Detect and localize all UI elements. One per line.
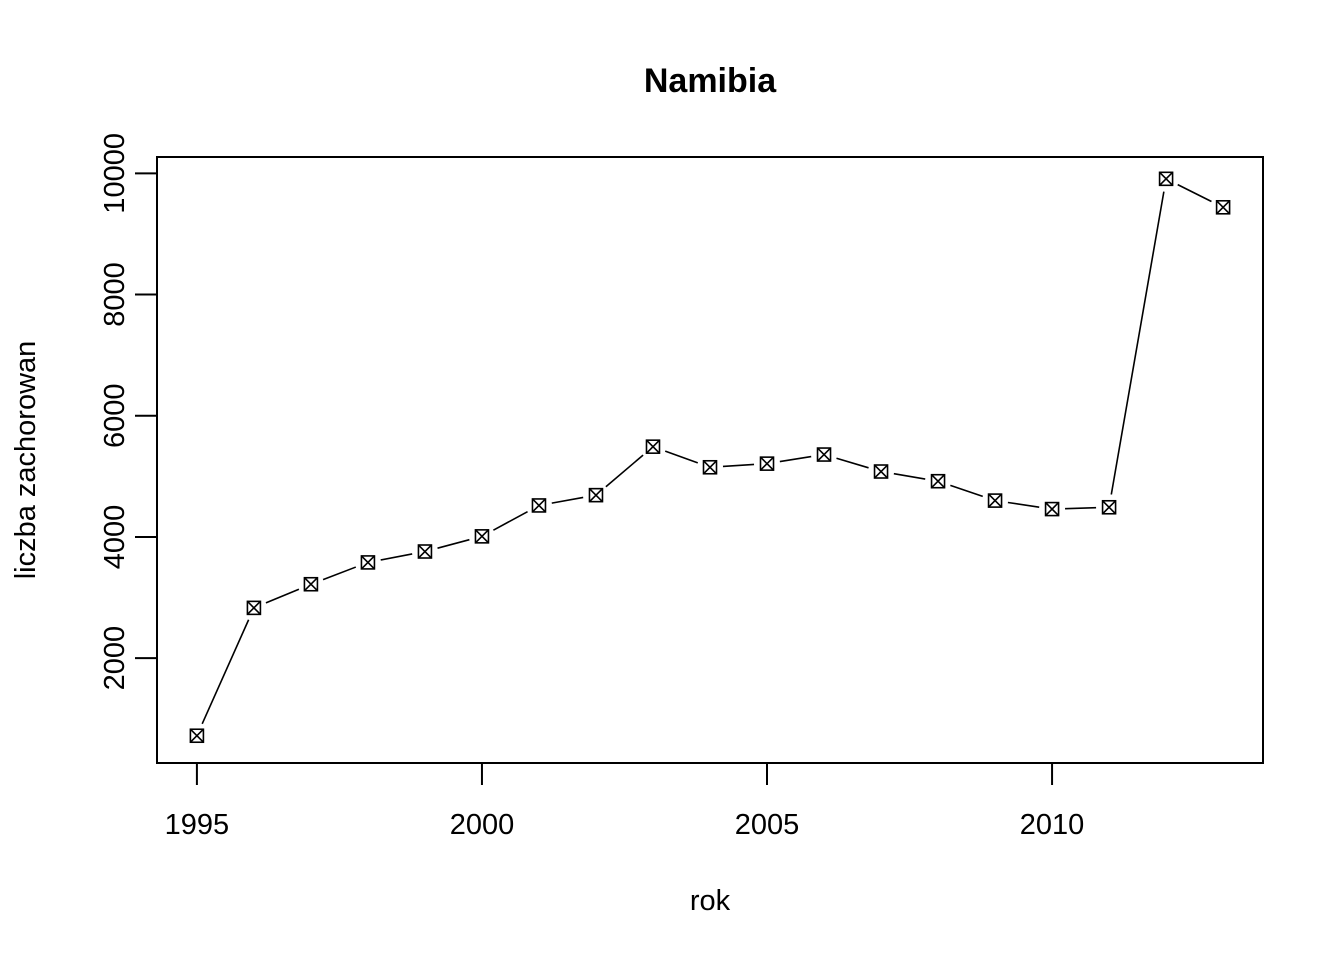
data-point xyxy=(759,456,775,471)
data-point xyxy=(645,439,661,454)
marker-box xyxy=(360,555,376,570)
data-point xyxy=(987,493,1003,508)
line-segment xyxy=(1110,191,1165,495)
data-point xyxy=(873,464,889,479)
line-segment xyxy=(551,496,584,504)
data-point xyxy=(1215,199,1231,215)
data-point xyxy=(1044,501,1060,517)
data-point xyxy=(303,576,319,592)
marker-cross xyxy=(189,728,204,743)
line-segment xyxy=(437,538,470,549)
data-point xyxy=(417,544,433,559)
y-tick-label: 4000 xyxy=(99,505,131,570)
data-point xyxy=(531,498,547,513)
line-segment xyxy=(380,553,413,561)
marker-cross xyxy=(816,447,832,462)
y-tick-label: 2000 xyxy=(99,626,131,691)
marker-box xyxy=(246,600,262,616)
marker-box xyxy=(1215,199,1231,215)
marker-cross xyxy=(1159,171,1174,186)
marker-cross xyxy=(360,555,376,570)
marker-box xyxy=(759,456,775,471)
marker-box xyxy=(816,447,832,462)
y-tick-label: 6000 xyxy=(99,384,131,449)
chart-title: Namibia xyxy=(644,62,777,100)
line-segment xyxy=(893,472,926,480)
series-line xyxy=(201,183,1212,725)
y-tick-label: 10000 xyxy=(99,133,131,214)
data-point xyxy=(930,473,946,489)
marker-box xyxy=(645,439,661,454)
line-segment xyxy=(1065,506,1097,510)
marker-box xyxy=(702,459,718,475)
marker-cross xyxy=(1044,502,1060,517)
x-axis-label: rok xyxy=(690,885,731,917)
marker-cross xyxy=(246,600,261,615)
marker-cross xyxy=(645,439,661,454)
marker-cross xyxy=(1102,500,1117,515)
marker-box xyxy=(474,529,490,544)
marker-cross xyxy=(588,488,604,503)
marker-box xyxy=(1158,171,1174,187)
marker-cross xyxy=(1216,200,1231,215)
marker-cross xyxy=(417,544,433,559)
line-segment xyxy=(1177,183,1212,203)
line-segment xyxy=(605,454,644,488)
marker-box xyxy=(1101,499,1117,515)
line-segment xyxy=(836,457,869,469)
marker-box xyxy=(303,576,319,592)
line-segment xyxy=(322,566,357,581)
y-tick-label: 8000 xyxy=(99,262,131,327)
data-point xyxy=(588,487,604,503)
marker-cross xyxy=(759,456,775,471)
marker-cross xyxy=(474,529,490,544)
data-point xyxy=(360,555,376,570)
data-point xyxy=(816,447,832,462)
x-tick-label: 2005 xyxy=(735,809,800,841)
marker-box xyxy=(588,487,604,503)
x-tick-label: 2000 xyxy=(450,809,515,841)
y-axis: 2000 4000 6000 8000 10000 xyxy=(99,133,158,691)
series-points xyxy=(189,171,1231,744)
marker-box xyxy=(1044,501,1060,517)
data-point xyxy=(189,728,205,744)
data-point xyxy=(474,529,490,544)
line-segment xyxy=(779,455,812,463)
line-segment xyxy=(493,510,528,531)
marker-box xyxy=(873,464,889,479)
line-segment xyxy=(950,484,984,498)
data-point xyxy=(1101,499,1117,515)
x-tick-label: 1995 xyxy=(165,809,230,841)
line-segment xyxy=(664,450,699,464)
y-axis-label: liczba zachorowan xyxy=(10,341,42,580)
x-axis: 1995 2000 2005 2010 xyxy=(165,762,1085,841)
marker-box xyxy=(930,473,946,489)
marker-box xyxy=(987,493,1003,508)
line-segment xyxy=(265,588,300,604)
marker-cross xyxy=(873,464,889,479)
marker-cross xyxy=(531,498,547,513)
marker-box xyxy=(531,498,547,513)
marker-cross xyxy=(702,460,718,475)
marker-box xyxy=(417,544,433,559)
marker-cross xyxy=(303,577,318,592)
line-segment xyxy=(722,463,755,468)
line-segment xyxy=(1007,501,1040,508)
data-point xyxy=(1158,171,1174,187)
line-segment xyxy=(201,619,250,725)
data-point xyxy=(246,600,262,616)
data-point xyxy=(702,459,718,475)
x-tick-label: 2010 xyxy=(1020,809,1085,841)
marker-box xyxy=(189,728,205,744)
marker-cross xyxy=(930,474,946,489)
marker-cross xyxy=(987,493,1003,508)
